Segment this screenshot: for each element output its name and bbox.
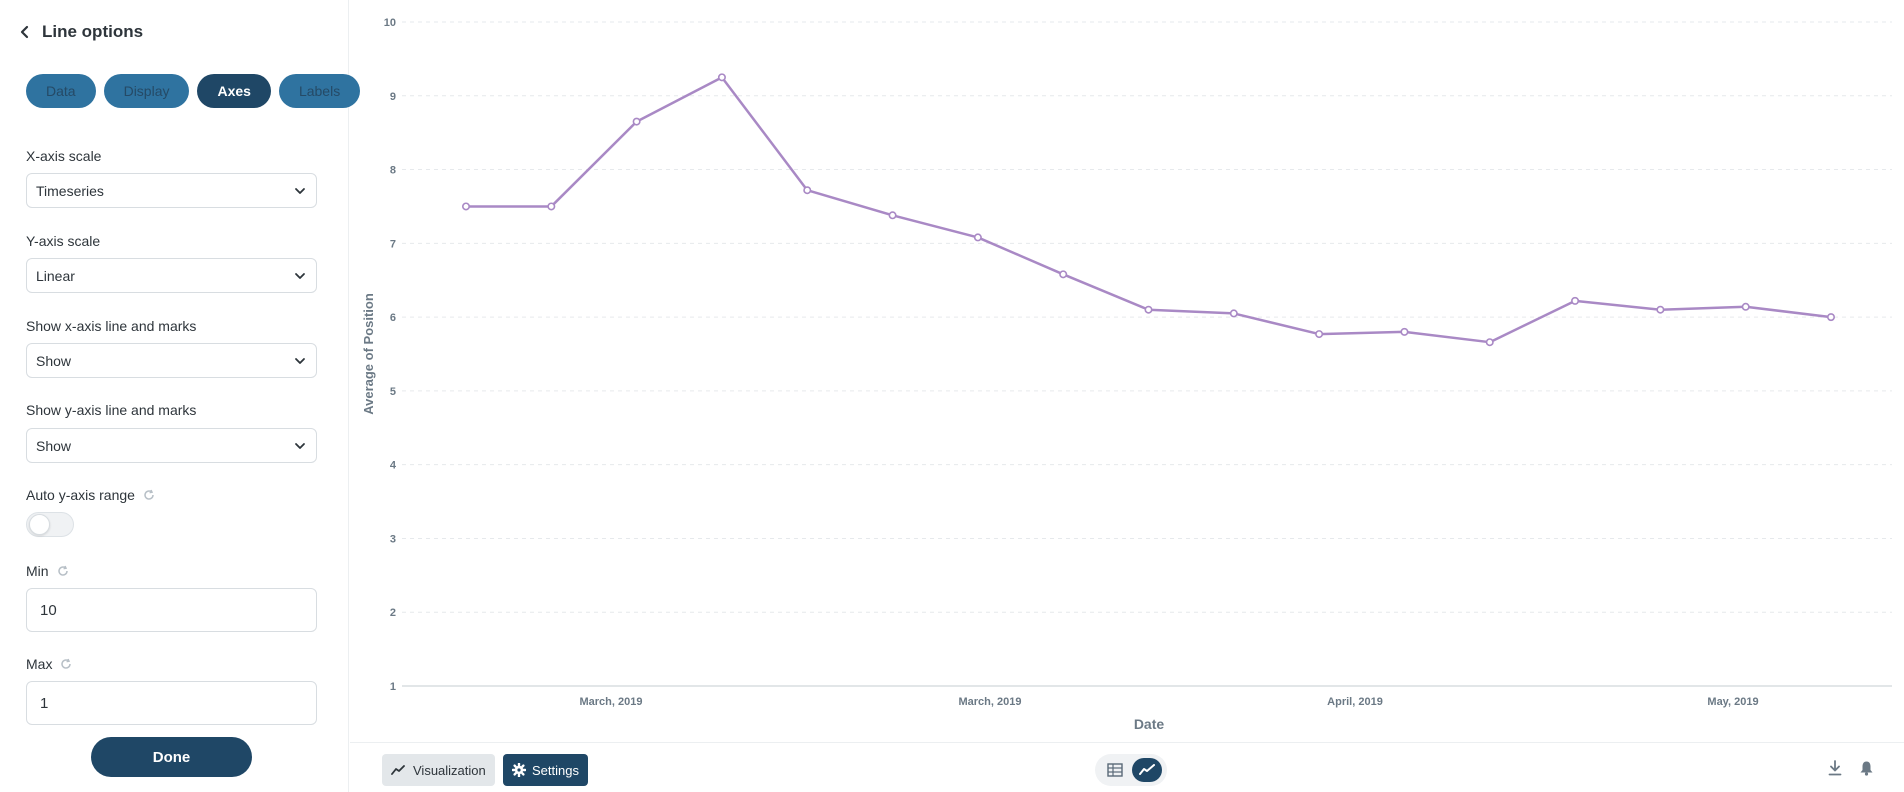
download-icon[interactable] xyxy=(1827,760,1843,776)
chart-view-button[interactable] xyxy=(1132,758,1162,782)
data-point xyxy=(632,117,641,126)
line-chart: 1 2 3 4 5 6 7 8 9 10 March, 2019 March, 2019 April, … xyxy=(361,17,1892,732)
min-label: Min xyxy=(26,563,69,579)
view-mode-toggle xyxy=(1095,754,1167,786)
sidebar-title: Line options xyxy=(42,22,144,41)
chevron-down-icon xyxy=(295,358,305,364)
min-label-text: Min xyxy=(26,563,49,579)
visualization-button-label: Visualization xyxy=(413,762,486,778)
y-tick-label: 6 xyxy=(390,312,396,324)
chart-area: 1 2 3 4 5 6 7 8 9 10 March, 2019 March, 2019 April, … xyxy=(350,0,1904,742)
show-x-axis-value: Show xyxy=(36,352,72,369)
settings-sidebar: Line options Data Display Axes Labels X-… xyxy=(0,0,361,792)
y-tick-label: 10 xyxy=(384,17,396,29)
data-point xyxy=(547,202,556,211)
auto-y-range-toggle[interactable] xyxy=(26,512,74,537)
settings-button[interactable]: Settings xyxy=(503,754,588,786)
tab-display[interactable]: Display xyxy=(103,74,190,108)
reset-icon[interactable] xyxy=(143,489,155,501)
y-tick-label: 3 xyxy=(390,533,396,545)
table-view-button[interactable] xyxy=(1100,758,1130,782)
data-point xyxy=(1485,338,1494,347)
show-y-axis-label: Show y-axis line and marks xyxy=(26,402,196,418)
data-point xyxy=(1656,305,1665,314)
y-tick-label: 9 xyxy=(390,91,396,103)
done-button[interactable]: Done xyxy=(91,737,252,777)
y-tick-label: 4 xyxy=(390,460,397,472)
x-axis-scale-label-text: X-axis scale xyxy=(26,148,102,164)
series-line xyxy=(466,76,1832,344)
y-axis-title: Average of Position xyxy=(361,293,376,415)
data-point xyxy=(1144,305,1153,314)
x-tick-label: March, 2019 xyxy=(580,696,643,708)
data-point xyxy=(1315,330,1324,339)
data-point xyxy=(462,202,471,211)
data-point xyxy=(973,233,982,242)
data-point xyxy=(803,186,812,195)
y-tick-label: 8 xyxy=(390,165,396,177)
line-chart-icon xyxy=(391,765,405,775)
auto-y-range-label: Auto y-axis range xyxy=(26,487,155,503)
x-axis-scale-select[interactable]: Timeseries xyxy=(26,173,317,208)
x-axis-title: Date xyxy=(1134,716,1165,732)
y-axis-scale-select[interactable]: Linear xyxy=(26,258,317,293)
show-x-axis-label: Show x-axis line and marks xyxy=(26,318,196,334)
tab-data[interactable]: Data xyxy=(26,74,96,108)
y-tick-label: 5 xyxy=(390,386,396,398)
tab-axes[interactable]: Axes xyxy=(197,74,271,108)
data-point xyxy=(888,211,897,220)
table-icon xyxy=(1107,763,1123,777)
data-point xyxy=(1741,302,1750,311)
back-to-options[interactable]: Line options xyxy=(18,22,143,42)
visualization-button[interactable]: Visualization xyxy=(382,754,495,786)
y-axis-scale-value: Linear xyxy=(36,267,75,284)
toggle-knob xyxy=(29,514,50,535)
show-x-axis-label-text: Show x-axis line and marks xyxy=(26,318,197,334)
auto-y-range-label-text: Auto y-axis range xyxy=(26,487,135,503)
tab-labels[interactable]: Labels xyxy=(278,74,361,108)
data-point xyxy=(717,73,726,82)
gear-icon xyxy=(512,763,526,777)
chevron-left-icon xyxy=(18,25,32,39)
y-axis-scale-label: Y-axis scale xyxy=(26,233,100,249)
show-y-axis-label-text: Show y-axis line and marks xyxy=(26,402,197,418)
chevron-down-icon xyxy=(295,443,305,449)
y-tick-label: 7 xyxy=(390,238,396,250)
reset-icon[interactable] xyxy=(60,658,72,670)
show-x-axis-select[interactable]: Show xyxy=(26,343,317,378)
x-tick-label: March, 2019 xyxy=(959,696,1022,708)
max-input[interactable] xyxy=(26,681,317,725)
min-input[interactable] xyxy=(26,588,317,632)
x-axis-scale-label: X-axis scale xyxy=(26,148,101,164)
show-y-axis-value: Show xyxy=(36,437,72,454)
x-tick-label: April, 2019 xyxy=(1327,696,1383,708)
line-chart-icon xyxy=(1139,764,1155,775)
y-axis-scale-label-text: Y-axis scale xyxy=(26,233,101,249)
footer-bar: Visualization Settings xyxy=(350,742,1904,792)
y-tick-label: 1 xyxy=(390,681,396,693)
y-tick-label: 2 xyxy=(390,607,396,619)
data-point xyxy=(1827,313,1836,322)
chevron-down-icon xyxy=(295,188,305,194)
data-point xyxy=(1059,270,1068,279)
settings-tabs: Data Display Axes Labels xyxy=(26,74,361,108)
data-point xyxy=(1229,309,1238,318)
chevron-down-icon xyxy=(295,273,305,279)
x-axis-scale-value: Timeseries xyxy=(36,182,104,199)
data-point xyxy=(1571,296,1580,305)
reset-icon[interactable] xyxy=(57,565,69,577)
x-tick-label: May, 2019 xyxy=(1707,696,1758,708)
max-label: Max xyxy=(26,656,72,672)
bell-icon[interactable] xyxy=(1858,760,1874,776)
show-y-axis-select[interactable]: Show xyxy=(26,428,317,463)
settings-button-label: Settings xyxy=(532,762,579,778)
data-point xyxy=(1400,327,1409,336)
max-label-text: Max xyxy=(26,656,53,672)
